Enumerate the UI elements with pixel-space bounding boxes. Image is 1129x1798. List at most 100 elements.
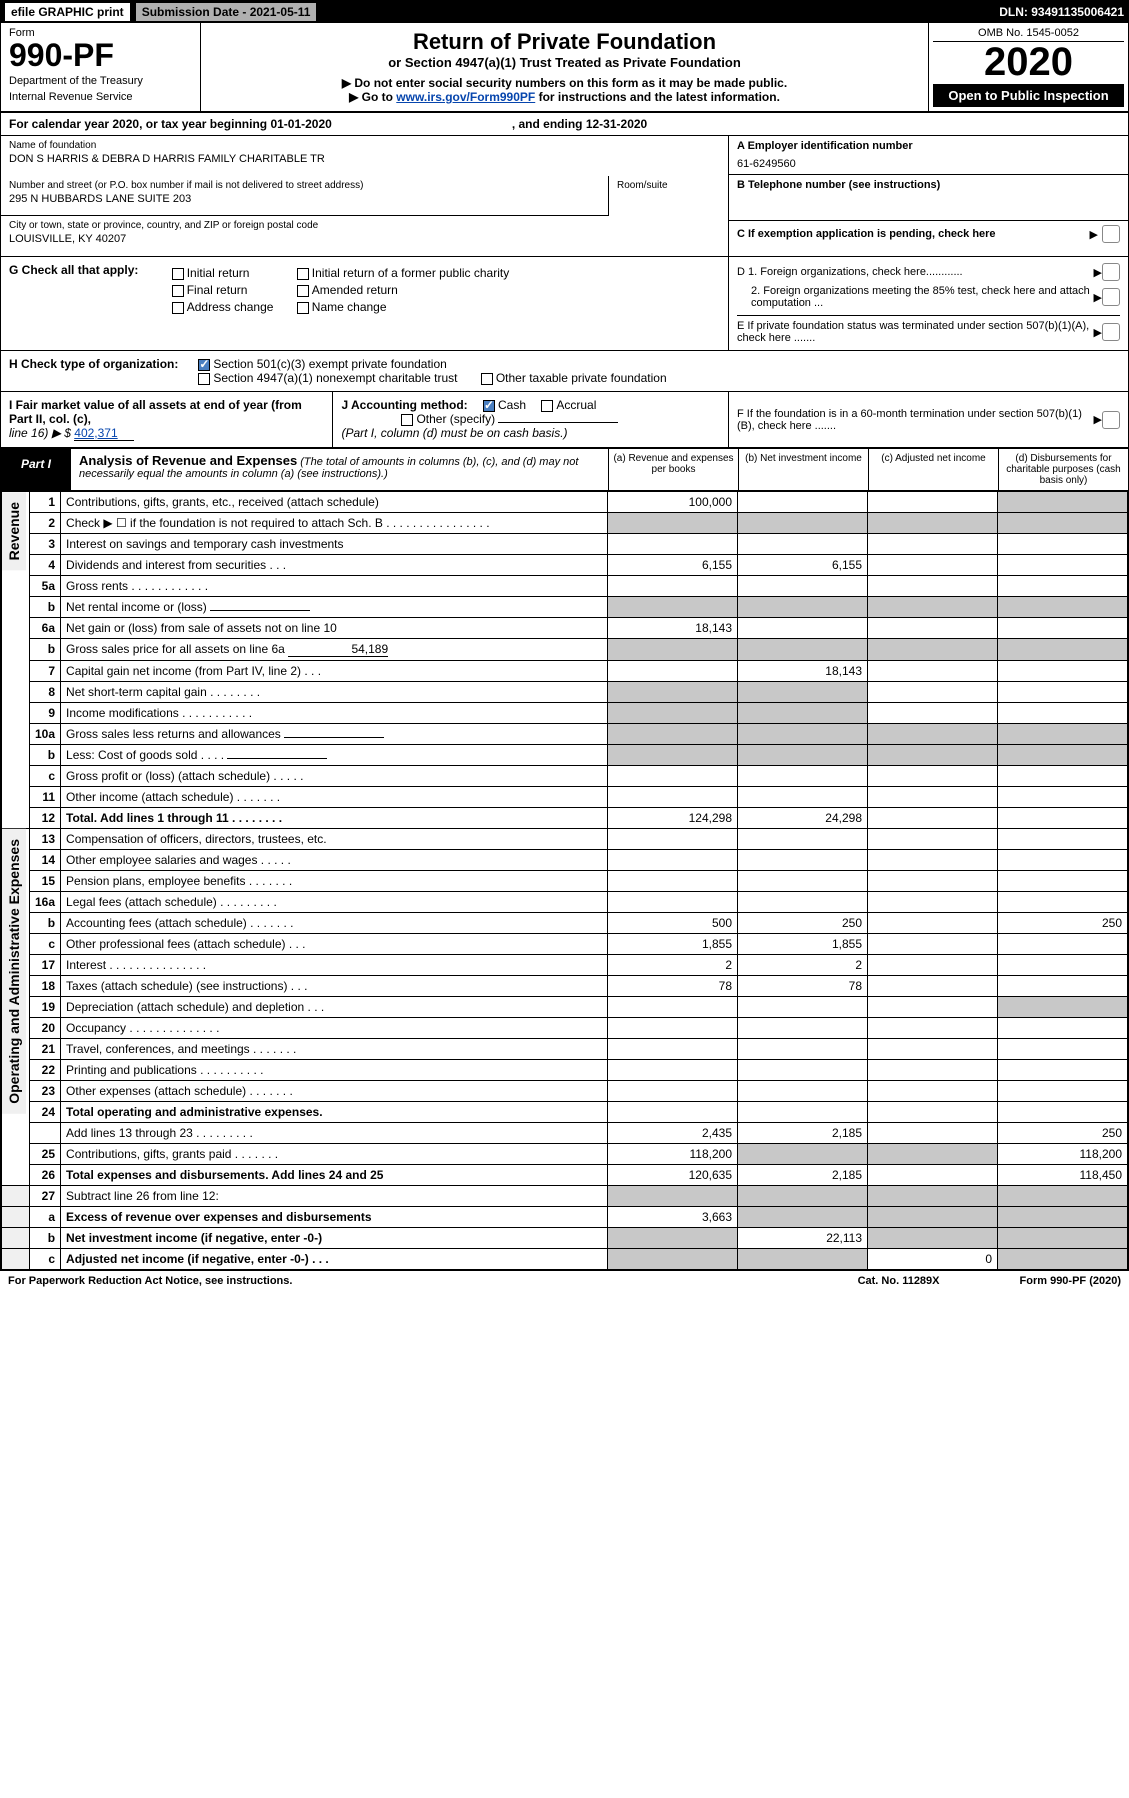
cell-c [868, 513, 998, 534]
row-desc: Compensation of officers, directors, tru… [61, 829, 608, 850]
row-desc: Gross profit or (loss) (attach schedule)… [61, 766, 608, 787]
i-value[interactable]: 402,371 [74, 426, 134, 441]
d1-label: D 1. Foreign organizations, check here..… [737, 266, 1094, 278]
exemption-checkbox[interactable] [1102, 225, 1120, 243]
chk-amended[interactable] [297, 285, 309, 297]
cell-c [868, 661, 998, 682]
chk-initial-public[interactable] [297, 268, 309, 280]
row-desc: Check ▶ ☐ if the foundation is not requi… [61, 513, 608, 534]
cell-c [868, 682, 998, 703]
cell-b: 22,113 [738, 1228, 868, 1249]
chk-other-taxable[interactable] [481, 373, 493, 385]
cell-d [998, 724, 1128, 745]
row-num: b [30, 639, 61, 661]
cell-c [868, 1228, 998, 1249]
form-link[interactable]: www.irs.gov/Form990PF [396, 90, 535, 104]
footer-mid: Cat. No. 11289X [858, 1275, 940, 1287]
d2-checkbox[interactable] [1102, 288, 1120, 306]
row-num: c [30, 934, 61, 955]
cell-c [868, 1207, 998, 1228]
cell-a [608, 661, 738, 682]
e-checkbox[interactable] [1102, 323, 1120, 341]
row-num: c [30, 1249, 61, 1270]
row-num: 12 [30, 808, 61, 829]
row-num: 26 [30, 1165, 61, 1186]
cell-a [608, 1039, 738, 1060]
cell-a [608, 1186, 738, 1207]
cell-a: 500 [608, 913, 738, 934]
chk-address[interactable] [172, 302, 184, 314]
row-desc: Interest on savings and temporary cash i… [61, 534, 608, 555]
chk-accrual[interactable] [541, 400, 553, 412]
cell-d [998, 808, 1128, 829]
part-label: Part I [1, 449, 71, 490]
cell-d [998, 661, 1128, 682]
row-num: b [30, 597, 61, 618]
identity-block: Name of foundation DON S HARRIS & DEBRA … [1, 136, 1128, 257]
d1-checkbox[interactable] [1102, 263, 1120, 281]
row-desc: Net investment income (if negative, ente… [61, 1228, 608, 1249]
cell-d [998, 1249, 1128, 1270]
cell-b [738, 1060, 868, 1081]
cell-a [608, 639, 738, 661]
efile-badge[interactable]: efile GRAPHIC print [5, 3, 130, 21]
cell-a [608, 576, 738, 597]
chk-final[interactable] [172, 285, 184, 297]
cell-a [608, 703, 738, 724]
row-num: 21 [30, 1039, 61, 1060]
row-desc: Total operating and administrative expen… [61, 1102, 608, 1123]
i-label: I Fair market value of all assets at end… [9, 398, 302, 426]
cell-a [608, 597, 738, 618]
chk-name[interactable] [297, 302, 309, 314]
chk-other-method[interactable] [401, 414, 413, 426]
chk-initial[interactable] [172, 268, 184, 280]
row-desc: Less: Cost of goods sold . . . . [61, 745, 608, 766]
cell-c [868, 639, 998, 661]
cell-c [868, 1102, 998, 1123]
cell-a [608, 534, 738, 555]
cell-b: 2,185 [738, 1123, 868, 1144]
chk-4947[interactable] [198, 373, 210, 385]
cell-c [868, 871, 998, 892]
f-checkbox[interactable] [1102, 411, 1120, 429]
cell-a: 1,855 [608, 934, 738, 955]
row-desc: Adjusted net income (if negative, enter … [61, 1249, 608, 1270]
cell-b [738, 513, 868, 534]
cell-d [998, 745, 1128, 766]
cell-c [868, 1123, 998, 1144]
cell-d: 118,450 [998, 1165, 1128, 1186]
row-desc: Gross sales price for all assets on line… [61, 639, 608, 661]
footer-right: Form 990-PF (2020) [1020, 1275, 1121, 1287]
chk-501c3[interactable] [198, 359, 210, 371]
chk-cash[interactable] [483, 400, 495, 412]
part1-header: Part I Analysis of Revenue and Expenses … [1, 449, 1128, 491]
cell-c [868, 787, 998, 808]
note-ssn: ▶ Do not enter social security numbers o… [211, 76, 918, 90]
cell-d [998, 955, 1128, 976]
cell-c [868, 1165, 998, 1186]
cell-d [998, 787, 1128, 808]
row-desc: Printing and publications . . . . . . . … [61, 1060, 608, 1081]
cell-a [608, 871, 738, 892]
foundation-name: DON S HARRIS & DEBRA D HARRIS FAMILY CHA… [9, 153, 720, 165]
cell-b [738, 1039, 868, 1060]
cell-d [998, 934, 1128, 955]
f-label: F If the foundation is in a 60-month ter… [737, 408, 1094, 432]
cell-c [868, 829, 998, 850]
cell-c [868, 1018, 998, 1039]
cell-c [868, 1144, 998, 1165]
cell-a: 2,435 [608, 1123, 738, 1144]
topbar: efile GRAPHIC print Submission Date - 20… [1, 1, 1128, 23]
cell-c [868, 597, 998, 618]
cell-c [868, 955, 998, 976]
row-num [30, 1123, 61, 1144]
row-num: 9 [30, 703, 61, 724]
cell-c [868, 1039, 998, 1060]
row-desc: Other professional fees (attach schedule… [61, 934, 608, 955]
i-line16: line 16) ▶ $ [9, 426, 71, 440]
row-desc: Taxes (attach schedule) (see instruction… [61, 976, 608, 997]
cell-a: 124,298 [608, 808, 738, 829]
section-h: H Check type of organization: Section 50… [1, 351, 1128, 392]
row-num: 19 [30, 997, 61, 1018]
room-label: Room/suite [617, 180, 720, 191]
